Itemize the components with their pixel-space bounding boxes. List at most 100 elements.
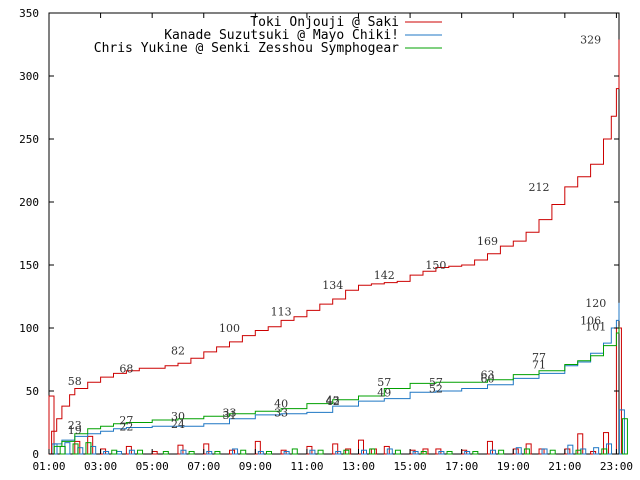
hourly-bar [515, 447, 522, 455]
legend-entry-label: Kanade Suzutsuki @ Mayo Chiki! [164, 28, 399, 43]
hourly-bar [111, 449, 118, 455]
hourly-bar [265, 450, 272, 455]
x-tick-label: 11:00 [290, 460, 323, 473]
point-label: 23 [68, 419, 82, 432]
hourly-bar [59, 445, 66, 455]
point-label: 101 [585, 321, 606, 334]
point-label: 142 [374, 269, 395, 282]
hourly-bar [549, 449, 556, 455]
y-tick-label: 300 [19, 70, 39, 83]
hourly-bar [291, 448, 298, 455]
x-tick-label: 23:00 [600, 460, 633, 473]
point-label: 134 [322, 279, 343, 292]
point-label: 113 [271, 306, 292, 319]
point-label: 71 [532, 359, 546, 372]
hourly-bar [85, 442, 92, 455]
hourly-bar [361, 449, 368, 455]
hourly-bar [162, 450, 169, 455]
point-label: 63 [480, 369, 494, 382]
y-tick-label: 200 [19, 196, 39, 209]
hourly-bar [601, 448, 608, 455]
hourly-bar [621, 418, 628, 455]
point-label: 120 [585, 297, 606, 310]
hourly-bar [214, 450, 221, 455]
hourly-bar [369, 448, 376, 455]
x-tick-label: 09:00 [239, 460, 272, 473]
point-label: 40 [274, 398, 288, 411]
hourly-bar [128, 449, 135, 455]
point-label: 150 [425, 259, 446, 272]
point-label: 57 [429, 376, 443, 389]
hourly-bar [446, 450, 453, 455]
hourly-bar [151, 450, 158, 455]
hourly-bar [335, 450, 342, 455]
x-tick-label: 03:00 [84, 460, 117, 473]
hourly-bar [206, 450, 213, 455]
y-tick-label: 0 [32, 448, 39, 461]
hourly-bar [412, 450, 419, 455]
x-tick-label: 15:00 [394, 460, 427, 473]
hourly-bar [498, 449, 505, 455]
hourly-bar [541, 448, 548, 455]
hourly-bar [240, 449, 247, 455]
point-label: 106 [580, 314, 601, 327]
plot-frame [48, 12, 620, 455]
x-tick-label: 07:00 [187, 460, 220, 473]
y-tick-label: 100 [19, 322, 39, 335]
hourly-bar [345, 448, 352, 455]
y-tick-label: 150 [19, 259, 39, 272]
point-label: 212 [529, 181, 550, 194]
point-label: 100 [219, 322, 240, 335]
point-label: 43 [326, 394, 340, 407]
hourly-bar [370, 448, 377, 455]
hourly-bar [309, 449, 316, 455]
point-label: 22 [119, 420, 133, 433]
series-line [49, 326, 620, 455]
axis-ticks: 0 50 100 150 200 250 300 350 01:00 03:00 05:00 07:0… [19, 7, 633, 473]
point-label: 82 [171, 345, 185, 358]
x-tick-label: 01:00 [32, 460, 65, 473]
legend-entry-label: Chris Yukine @ Senki Zesshou Symphogear [94, 41, 399, 56]
point-label: 27 [119, 414, 133, 427]
point-label: 42 [326, 395, 340, 408]
hourly-bar [593, 447, 600, 455]
point-label: 33 [274, 406, 288, 419]
hourly-bar [394, 449, 401, 455]
x-tick-label: 17:00 [445, 460, 478, 473]
hourly-bar [472, 450, 479, 455]
hourly-bar [438, 450, 445, 455]
hourly-bar [575, 449, 582, 455]
series-lines [49, 39, 620, 455]
hourly-bar [232, 448, 239, 455]
y-tick-label: 350 [19, 7, 39, 20]
hourly-bar [464, 450, 471, 455]
hourly-bar [489, 449, 496, 455]
x-tick-label: 19:00 [497, 460, 530, 473]
point-label: 57 [377, 376, 391, 389]
hourly-bar [317, 449, 324, 455]
hourly-bar [283, 450, 290, 455]
hourly-bar [72, 443, 79, 455]
hourly-bar [523, 448, 530, 455]
point-label: 58 [68, 375, 82, 388]
point-label: 33 [223, 406, 237, 419]
point-label: 169 [477, 235, 498, 248]
point-label: 52 [429, 382, 443, 395]
x-tick-label: 05:00 [136, 460, 169, 473]
hourly-bar [103, 450, 110, 455]
x-tick-label: 13:00 [342, 460, 375, 473]
hourly-bar [188, 450, 195, 455]
hourly-bar [343, 449, 350, 455]
point-label: 60 [480, 372, 494, 385]
point-label: 30 [171, 410, 185, 423]
point-label: 24 [171, 418, 185, 431]
hourly-bar [386, 448, 393, 455]
hourly-bar [257, 450, 264, 455]
hourly-bar [137, 449, 144, 455]
point-label: 329 [580, 33, 601, 46]
point-label: 31 [223, 409, 237, 422]
point-label: 19 [68, 424, 82, 437]
